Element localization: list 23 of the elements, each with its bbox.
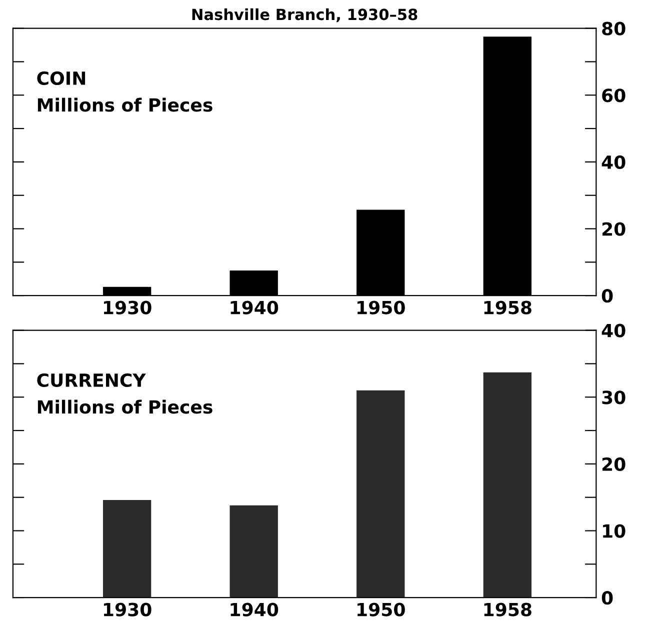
x-tick-label: 1930 bbox=[104, 300, 152, 314]
annotation: CURRENCY bbox=[37, 373, 146, 388]
x-tick-label: 1950 bbox=[358, 602, 405, 616]
x-tick-label: 1930 bbox=[104, 602, 152, 616]
y-tick-label: 60 bbox=[602, 88, 626, 102]
chart-title: Nashville Branch, 1930–58 bbox=[192, 8, 418, 22]
y-tick-label: 30 bbox=[602, 390, 626, 404]
y-tick-label: 20 bbox=[602, 457, 626, 472]
y-tick-label: 80 bbox=[602, 22, 626, 36]
annotation: Millions of Pieces bbox=[38, 400, 212, 414]
x-tick-label: 1958 bbox=[484, 300, 532, 314]
x-tick-label: 1958 bbox=[484, 602, 532, 616]
annotation: Millions of Pieces bbox=[38, 98, 212, 112]
y-tick-label: 10 bbox=[603, 524, 626, 538]
annotation: COIN bbox=[37, 71, 86, 86]
x-tick-label: 1950 bbox=[358, 300, 405, 314]
y-tick-label: 40 bbox=[602, 324, 626, 338]
y-tick-label: 0 bbox=[602, 591, 613, 605]
y-tick-label: 40 bbox=[602, 155, 626, 170]
x-tick-label: 1940 bbox=[230, 602, 278, 616]
x-tick-label: 1940 bbox=[230, 300, 278, 314]
y-tick-label: 0 bbox=[602, 289, 613, 303]
y-tick-label: 20 bbox=[602, 222, 626, 236]
